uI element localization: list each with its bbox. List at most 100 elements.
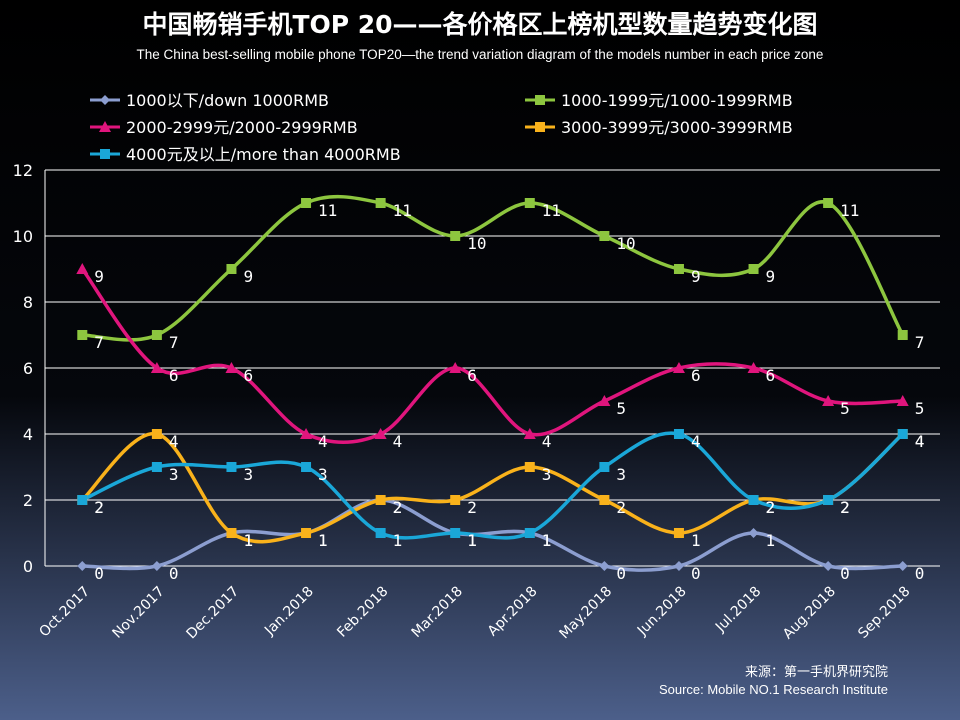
legend-label: 1000以下/down 1000RMB bbox=[126, 91, 329, 110]
marker bbox=[151, 429, 162, 439]
value-label: 2 bbox=[840, 498, 850, 517]
marker bbox=[300, 428, 313, 439]
value-label: 7 bbox=[915, 333, 925, 352]
value-label: 3 bbox=[542, 465, 552, 484]
value-label: 2 bbox=[94, 498, 104, 517]
marker bbox=[301, 462, 312, 472]
marker bbox=[375, 495, 386, 505]
value-label: 9 bbox=[766, 267, 776, 286]
value-label: 5 bbox=[840, 399, 850, 418]
y-tick-label: 8 bbox=[23, 293, 33, 312]
legend-label: 4000元及以上/more than 4000RMB bbox=[126, 145, 401, 164]
value-label: 2 bbox=[467, 498, 477, 517]
y-tick-label: 6 bbox=[23, 359, 33, 378]
marker bbox=[226, 528, 237, 538]
value-label: 5 bbox=[915, 399, 925, 418]
value-label: 9 bbox=[243, 267, 253, 286]
marker bbox=[301, 198, 312, 208]
marker bbox=[151, 330, 162, 340]
value-label: 2 bbox=[393, 498, 403, 517]
value-label: 1 bbox=[467, 531, 477, 550]
marker bbox=[151, 462, 162, 472]
value-label: 1 bbox=[243, 531, 253, 550]
value-label: 1 bbox=[691, 531, 701, 550]
marker bbox=[226, 462, 237, 472]
value-label: 1 bbox=[766, 531, 776, 550]
y-tick-label: 12 bbox=[13, 161, 33, 180]
marker bbox=[77, 330, 88, 340]
value-label: 0 bbox=[616, 564, 626, 583]
legend-label: 2000-2999元/2000-2999RMB bbox=[126, 118, 358, 137]
marker bbox=[77, 495, 88, 505]
value-label: 10 bbox=[467, 234, 486, 253]
marker bbox=[523, 428, 536, 439]
marker bbox=[748, 264, 759, 274]
marker bbox=[450, 528, 461, 538]
marker bbox=[823, 198, 834, 208]
value-label: 2 bbox=[94, 498, 104, 517]
marker bbox=[673, 264, 684, 274]
legend-marker bbox=[535, 122, 545, 132]
marker bbox=[598, 395, 611, 406]
y-tick-label: 10 bbox=[13, 227, 33, 246]
marker bbox=[449, 362, 462, 373]
value-label: 0 bbox=[94, 564, 104, 583]
value-label: 6 bbox=[243, 366, 253, 385]
value-label: 6 bbox=[169, 366, 179, 385]
value-label: 11 bbox=[318, 201, 337, 220]
value-label: 4 bbox=[915, 432, 925, 451]
value-label: 1 bbox=[318, 531, 328, 550]
value-label: 4 bbox=[915, 432, 925, 451]
y-tick-label: 4 bbox=[23, 425, 33, 444]
marker bbox=[897, 429, 908, 439]
marker bbox=[673, 561, 684, 571]
value-label: 2 bbox=[616, 498, 626, 517]
value-label: 6 bbox=[691, 366, 701, 385]
marker bbox=[225, 362, 238, 373]
marker bbox=[375, 528, 386, 538]
value-label: 3 bbox=[616, 465, 626, 484]
value-label: 0 bbox=[915, 564, 925, 583]
value-label: 2 bbox=[766, 498, 776, 517]
value-label: 4 bbox=[169, 432, 179, 451]
value-label: 3 bbox=[243, 465, 253, 484]
legend-marker bbox=[100, 95, 110, 105]
value-label: 1 bbox=[542, 531, 552, 550]
value-label: 4 bbox=[542, 432, 552, 451]
value-label: 4 bbox=[691, 432, 701, 451]
y-tick-label: 2 bbox=[23, 491, 33, 510]
legend-marker bbox=[99, 121, 111, 132]
marker bbox=[450, 495, 461, 505]
marker bbox=[226, 264, 237, 274]
value-label: 7 bbox=[94, 333, 104, 352]
marker bbox=[599, 561, 610, 571]
marker bbox=[897, 561, 908, 571]
chart-subtitle: The China best-selling mobile phone TOP2… bbox=[137, 47, 824, 62]
value-label: 2 bbox=[766, 498, 776, 517]
marker bbox=[524, 528, 535, 538]
value-label: 1 bbox=[243, 531, 253, 550]
value-label: 0 bbox=[169, 564, 179, 583]
marker bbox=[599, 231, 610, 241]
value-label: 2 bbox=[840, 498, 850, 517]
chart-title: 中国畅销手机TOP 20——各价格区上榜机型数量趋势变化图 bbox=[142, 10, 817, 39]
marker bbox=[599, 495, 610, 505]
value-label: 1 bbox=[318, 531, 328, 550]
marker bbox=[77, 561, 88, 571]
marker bbox=[748, 528, 759, 538]
value-label: 6 bbox=[467, 366, 477, 385]
value-label: 2 bbox=[393, 498, 403, 517]
value-label: 7 bbox=[169, 333, 179, 352]
marker bbox=[748, 495, 759, 505]
value-label: 5 bbox=[616, 399, 626, 418]
marker bbox=[673, 429, 684, 439]
legend-marker bbox=[535, 95, 545, 105]
value-label: 11 bbox=[542, 201, 561, 220]
value-label: 1 bbox=[393, 531, 403, 550]
marker bbox=[375, 198, 386, 208]
value-label: 1 bbox=[467, 531, 477, 550]
value-label: 4 bbox=[393, 432, 403, 451]
marker bbox=[823, 561, 834, 571]
marker bbox=[822, 395, 835, 406]
